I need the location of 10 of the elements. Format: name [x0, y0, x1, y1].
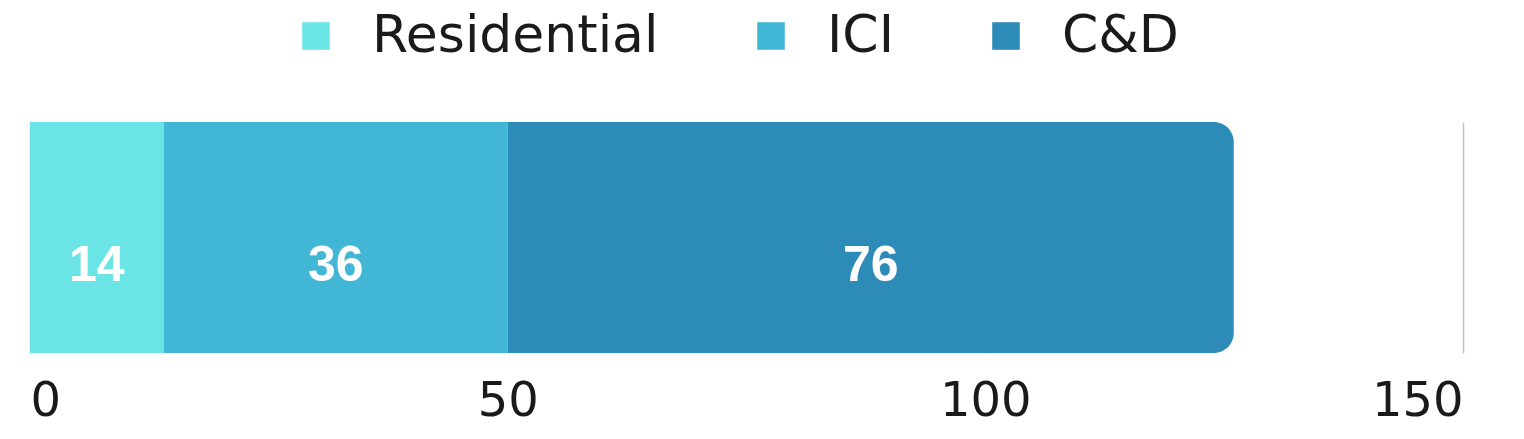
x-tick-label: 0 — [30, 370, 62, 427]
legend-label: C&D — [1062, 4, 1179, 64]
legend-label: Residential — [372, 4, 659, 64]
data-label: 14 — [69, 235, 125, 292]
x-tick-label: 50 — [477, 370, 539, 427]
x-tick-label: 100 — [940, 370, 1032, 427]
x-tick-label: 150 — [1371, 370, 1464, 427]
data-label: 36 — [307, 235, 364, 292]
data-label: 76 — [842, 235, 899, 292]
legend-label: ICI — [827, 4, 894, 64]
